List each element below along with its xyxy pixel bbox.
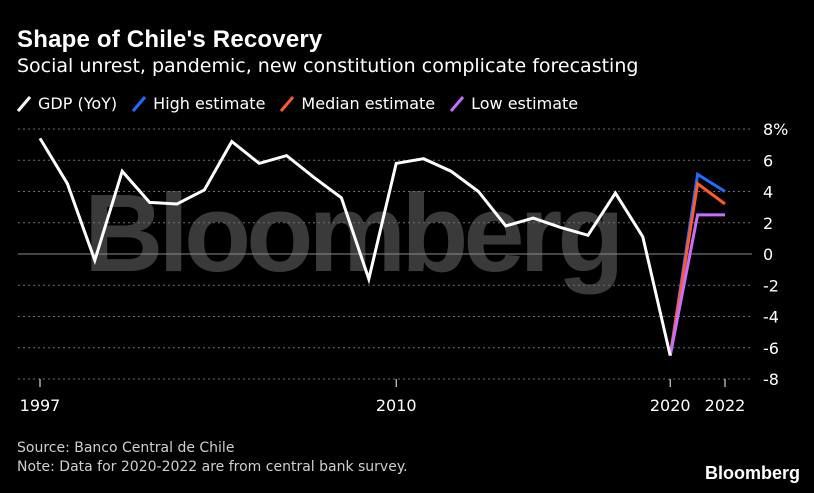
x-tick-label: 2020 <box>650 396 691 415</box>
chart-legend: GDP (YoY) High estimate Median estimate … <box>16 94 592 113</box>
y-tick-label: 6 <box>763 151 773 170</box>
series-line-median-estimate <box>668 181 726 356</box>
y-tick-label: 4 <box>763 183 773 202</box>
data-note: Note: Data for 2020-2022 are from centra… <box>17 459 408 475</box>
legend-swatch-median <box>280 95 295 112</box>
legend-swatch-low <box>449 95 465 112</box>
legend-item-high: High estimate <box>131 94 265 113</box>
y-tick-label: -8 <box>763 370 779 389</box>
y-tick-label: 2 <box>763 214 773 233</box>
legend-label-low: Low estimate <box>471 94 579 113</box>
legend-swatch-high <box>132 95 147 112</box>
y-tick-label: 0 <box>763 245 773 264</box>
y-tick-label: -4 <box>763 308 779 327</box>
grid-layer <box>18 128 752 380</box>
y-tick-label: -2 <box>763 276 779 295</box>
chart-subtitle: Social unrest, pandemic, new constitutio… <box>17 55 639 77</box>
y-tick-label: 8% <box>763 120 788 139</box>
y-tick-label: -6 <box>763 339 779 358</box>
source-note: Source: Banco Central de Chile <box>17 440 235 456</box>
x-tick-label: 1997 <box>20 396 61 415</box>
legend-label-high: High estimate <box>153 94 266 113</box>
legend-item-low: Low estimate <box>449 94 578 113</box>
legend-label-gdp: GDP (YoY) <box>38 94 118 113</box>
x-tick-label: 2010 <box>376 396 417 415</box>
chart-title: Shape of Chile's Recovery <box>17 26 323 53</box>
series-line-high-estimate <box>668 171 726 356</box>
series-layer <box>38 137 726 356</box>
series-line-low-estimate <box>668 213 725 356</box>
series-line-gdp-yoy <box>38 137 672 356</box>
legend-item-median: Median estimate <box>279 94 435 113</box>
axis-layer: 8% 6 4 2 0 -2 -4 -6 -8 1997 2010 2020 2022 <box>20 120 789 415</box>
legend-item-gdp: GDP (YoY) <box>16 94 117 113</box>
x-tick-label: 2022 <box>705 396 746 415</box>
bloomberg-logo: Bloomberg <box>704 463 800 483</box>
legend-swatch-gdp <box>16 95 32 112</box>
legend-label-median: Median estimate <box>301 94 436 113</box>
